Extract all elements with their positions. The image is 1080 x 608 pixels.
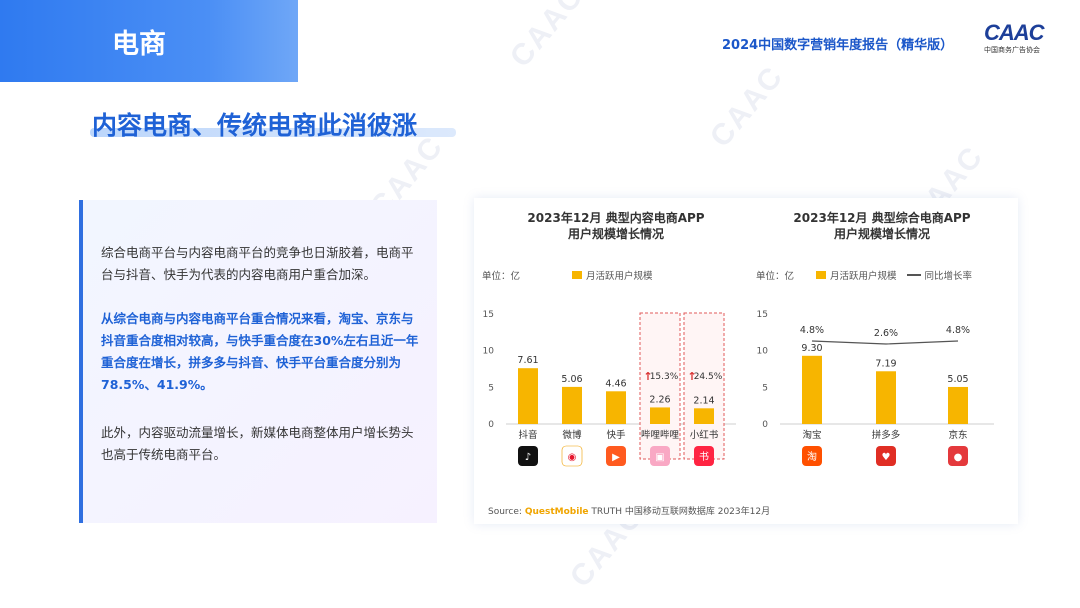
jd-icon [948,446,968,466]
x-tick-label: 微博 [562,429,582,441]
y-tick-label: 5 [488,383,494,393]
chart2-title: 2023年12月 典型综合电商APP 用户规模增长情况 [760,210,1004,242]
chart1-title: 2023年12月 典型内容电商APP 用户规模增长情况 [494,210,738,242]
chart-card: 2023年12月 典型内容电商APP 用户规模增长情况 单位：亿 月活跃用户规模… [474,198,1018,524]
data-label: 9.30 [801,343,822,354]
source-brand: QuestMobile [524,507,589,517]
chart-plot-area: 0 5 10 15 7.61 抖音 ♪ 5.06 微博 ◉ 4.46 快手 ▶ 2.26 哔哩哔哩 ▣ 2.14… [483,310,994,467]
source-label: Source: [488,507,522,517]
chart1-legend: 月活跃用户规模 [572,268,653,282]
logo-text: CAAC [984,20,1045,45]
chart2-legend: 月活跃用户规模 同比增长率 [816,268,972,282]
y-tick-label: 15 [483,310,494,320]
data-label: 2.26 [649,394,670,405]
growth-rate-label: 2.6% [874,328,898,339]
x-tick-label: 淘宝 [802,429,821,441]
xiaohongshu-icon [694,446,714,466]
pinduoduo-icon-glyph: ♥ [882,452,891,463]
data-label: 7.19 [875,358,896,369]
headline-underline [90,128,456,137]
growth-rate-label: 4.8% [946,325,970,336]
x-tick-label: 快手 [606,429,626,441]
bar [876,371,896,424]
kuaishou-icon [606,446,626,466]
x-tick-label: 小红书 [690,429,719,441]
chart1-title-line2: 用户规模增长情况 [567,227,664,241]
watermark: CAAC [703,59,791,154]
chart1-title-line1: 2023年12月 典型内容电商APP [527,211,705,225]
legend-label: 月活跃用户规模 [830,271,897,282]
source-text: TRUTH 中国移动互联网数据库 2023年12月 [591,507,771,517]
legend-bar-swatch [816,271,826,279]
bar [650,407,670,424]
page-headline: 内容电商、传统电商此消彼涨 [92,111,418,140]
jd-icon-glyph: ● [954,452,963,463]
y-tick-label: 15 [757,310,768,320]
bar [606,391,626,424]
section-tab: 电商 [0,0,298,82]
data-label: 5.05 [947,374,968,385]
growth-rate-label: 4.8% [800,325,824,336]
douyin-icon-glyph: ♪ [525,452,531,463]
bar [518,368,538,424]
growth-arrow-icon: ↑ [687,370,696,383]
douyin-icon [518,446,538,466]
x-tick-label: 抖音 [518,429,537,441]
highlight-box [639,312,681,460]
taobao-icon-glyph: 淘 [807,450,817,463]
chart2-title-line2: 用户规模增长情况 [833,227,930,241]
bilibili-icon-glyph: ▣ [655,452,664,463]
growth-label: 15.3% [650,372,679,382]
x-tick-label: 哔哩哔哩 [641,430,680,441]
chart2-unit: 单位：亿 [756,271,795,282]
legend-bar-swatch [572,271,582,279]
growth-rate-line [811,340,959,345]
taobao-icon [802,446,822,466]
bar [948,386,968,424]
data-label: 4.46 [605,378,626,389]
y-tick-label: 0 [488,420,494,430]
legend-label: 月活跃用户规模 [586,271,653,282]
paragraph-1: 综合电商平台与内容电商平台的竞争也日渐胶着，电商平台与抖音、快手为代表的内容电商… [101,245,414,282]
y-tick-label: 10 [483,347,495,357]
section-label: 电商 [112,29,166,60]
highlight-box [683,312,725,460]
bar [562,386,582,424]
report-title: 2024中国数字营销年度报告（精华版） [722,38,954,53]
text-panel: 综合电商平台与内容电商平台的竞争也日渐胶着，电商平台与抖音、快手为代表的内容电商… [79,200,437,523]
y-tick-label: 5 [762,383,768,393]
paragraph-3: 此外，内容驱动流量增长，新媒体电商整体用户增长势头也高于传统电商平台。 [101,425,414,462]
chart1-unit: 单位：亿 [482,271,521,282]
watermark: CAAC [503,0,591,74]
caac-logo: CAAC 中国商务广告协会 [984,22,1054,56]
y-tick-label: 0 [762,420,768,430]
x-tick-label: 京东 [948,429,967,441]
legend-line-swatch [906,274,921,276]
chart-source: Source: QuestMobile TRUTH 中国移动互联网数据库 202… [488,504,770,517]
chart2-title-line1: 2023年12月 典型综合电商APP [793,211,971,225]
y-tick-label: 10 [757,347,769,357]
bar [802,355,822,424]
kuaishou-icon-glyph: ▶ [612,452,620,463]
data-label: 5.06 [561,374,582,385]
xiaohongshu-icon-glyph: 书 [699,451,709,463]
growth-arrow-icon: ↑ [643,370,652,383]
legend-label: 同比增长率 [924,271,973,282]
x-tick-label: 拼多多 [872,429,901,441]
weibo-icon-glyph: ◉ [568,452,577,463]
data-label: 2.14 [693,395,714,406]
paragraph-2: 从综合电商与内容电商平台重合情况来看，淘宝、京东与抖音重合度相对较高，与快手重合… [101,311,419,392]
bilibili-icon [650,446,670,466]
growth-label: 24.5% [694,372,723,382]
pinduoduo-icon [876,446,896,466]
weibo-icon [561,445,583,467]
bar [694,408,714,424]
data-label: 7.61 [517,355,538,366]
logo-subtitle: 中国商务广告协会 [984,46,1040,54]
